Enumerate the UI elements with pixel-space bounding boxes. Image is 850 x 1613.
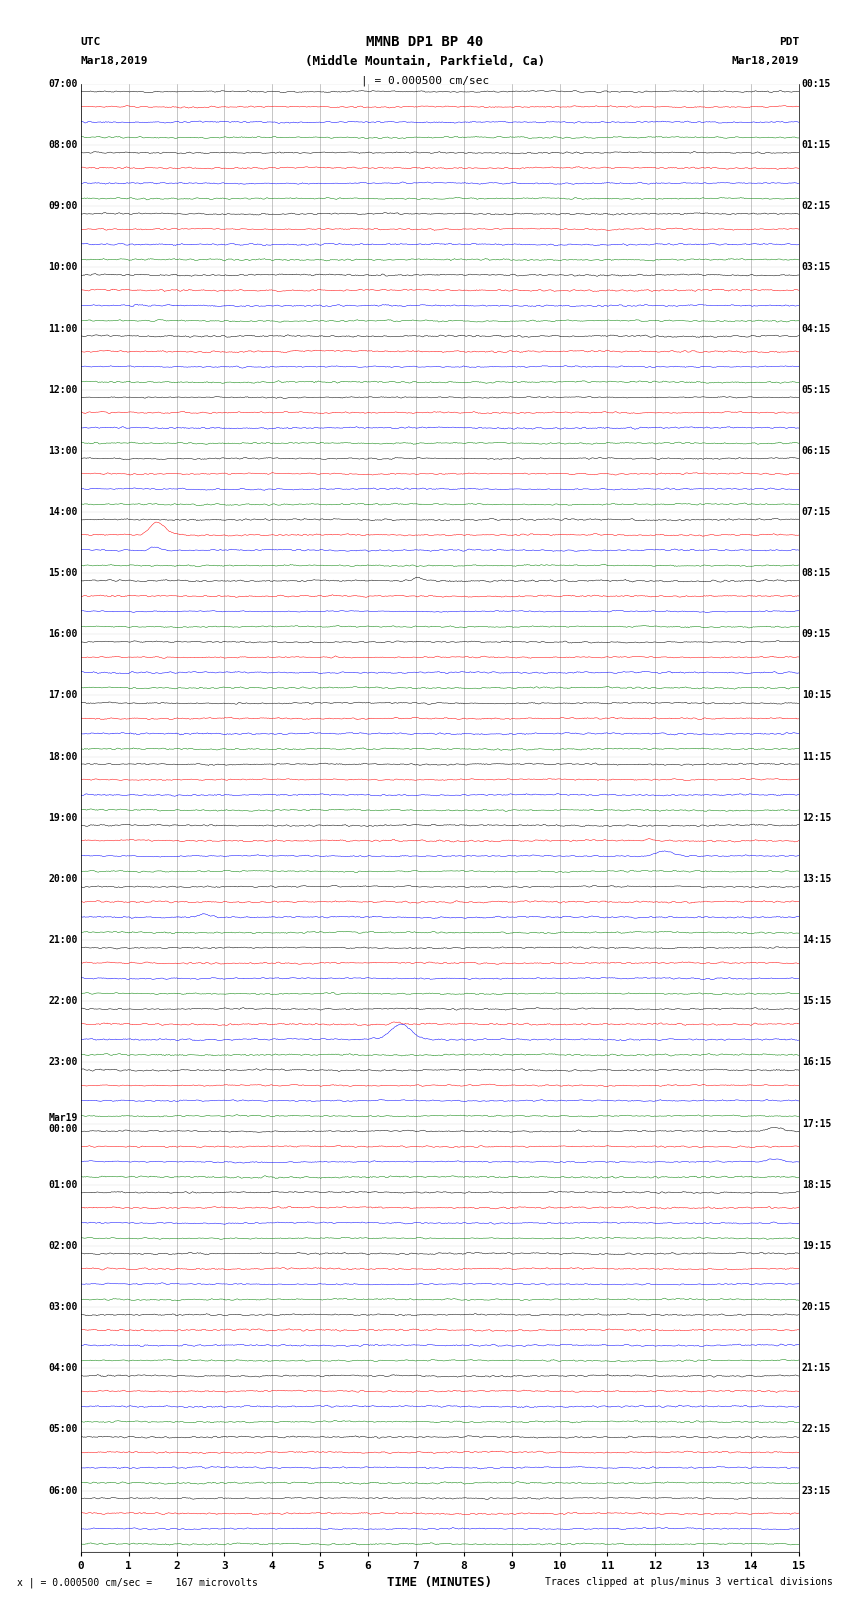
Text: UTC: UTC [81, 37, 101, 47]
Text: Mar18,2019: Mar18,2019 [81, 56, 148, 66]
Text: MMNB DP1 BP 40: MMNB DP1 BP 40 [366, 35, 484, 48]
Text: PDT: PDT [779, 37, 799, 47]
Text: Traces clipped at plus/minus 3 vertical divisions: Traces clipped at plus/minus 3 vertical … [545, 1578, 833, 1587]
X-axis label: TIME (MINUTES): TIME (MINUTES) [388, 1576, 492, 1589]
Text: (Middle Mountain, Parkfield, Ca): (Middle Mountain, Parkfield, Ca) [305, 55, 545, 68]
Text: Mar18,2019: Mar18,2019 [732, 56, 799, 66]
Text: x | = 0.000500 cm/sec =    167 microvolts: x | = 0.000500 cm/sec = 167 microvolts [17, 1578, 258, 1587]
Text: | = 0.000500 cm/sec: | = 0.000500 cm/sec [361, 76, 489, 85]
